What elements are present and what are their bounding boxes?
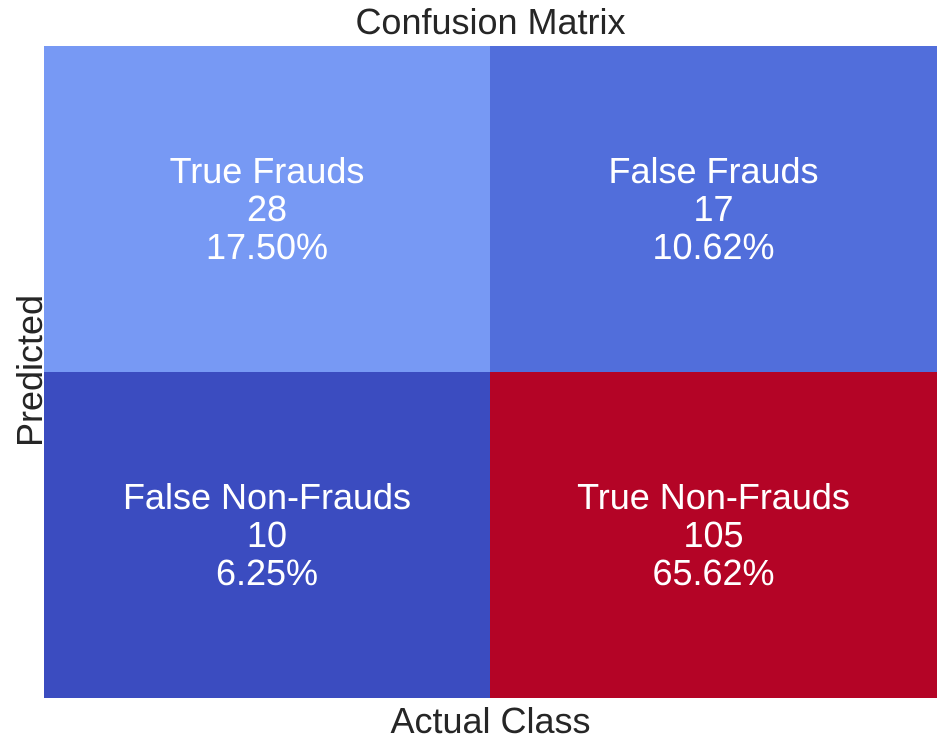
- cell-count: 105: [683, 514, 744, 555]
- confusion-matrix-heatmap: True Frauds 28 17.50% False Frauds 17 10…: [44, 46, 937, 698]
- cell-true-frauds: True Frauds 28 17.50%: [44, 46, 490, 372]
- cell-false-non-frauds: False Non-Frauds 10 6.25%: [44, 372, 490, 698]
- x-axis-label: Actual Class: [390, 700, 591, 741]
- cell-label: False Non-Frauds: [122, 476, 412, 517]
- cell-label: False Frauds: [608, 150, 819, 191]
- cell-percent: 65.62%: [652, 552, 775, 593]
- cell-true-non-frauds: True Non-Frauds 105 65.62%: [490, 372, 937, 698]
- cell-percent: 17.50%: [205, 226, 329, 267]
- cell-count: 17: [693, 188, 734, 229]
- cell-label: True Non-Frauds: [577, 476, 850, 517]
- cell-count: 28: [246, 188, 288, 229]
- cell-percent: 10.62%: [652, 226, 775, 267]
- cell-percent: 6.25%: [215, 552, 319, 593]
- chart-title: Confusion Matrix: [355, 1, 626, 42]
- cell-label: True Frauds: [169, 150, 365, 191]
- cell-count: 10: [246, 514, 288, 555]
- cell-false-frauds: False Frauds 17 10.62%: [490, 46, 937, 372]
